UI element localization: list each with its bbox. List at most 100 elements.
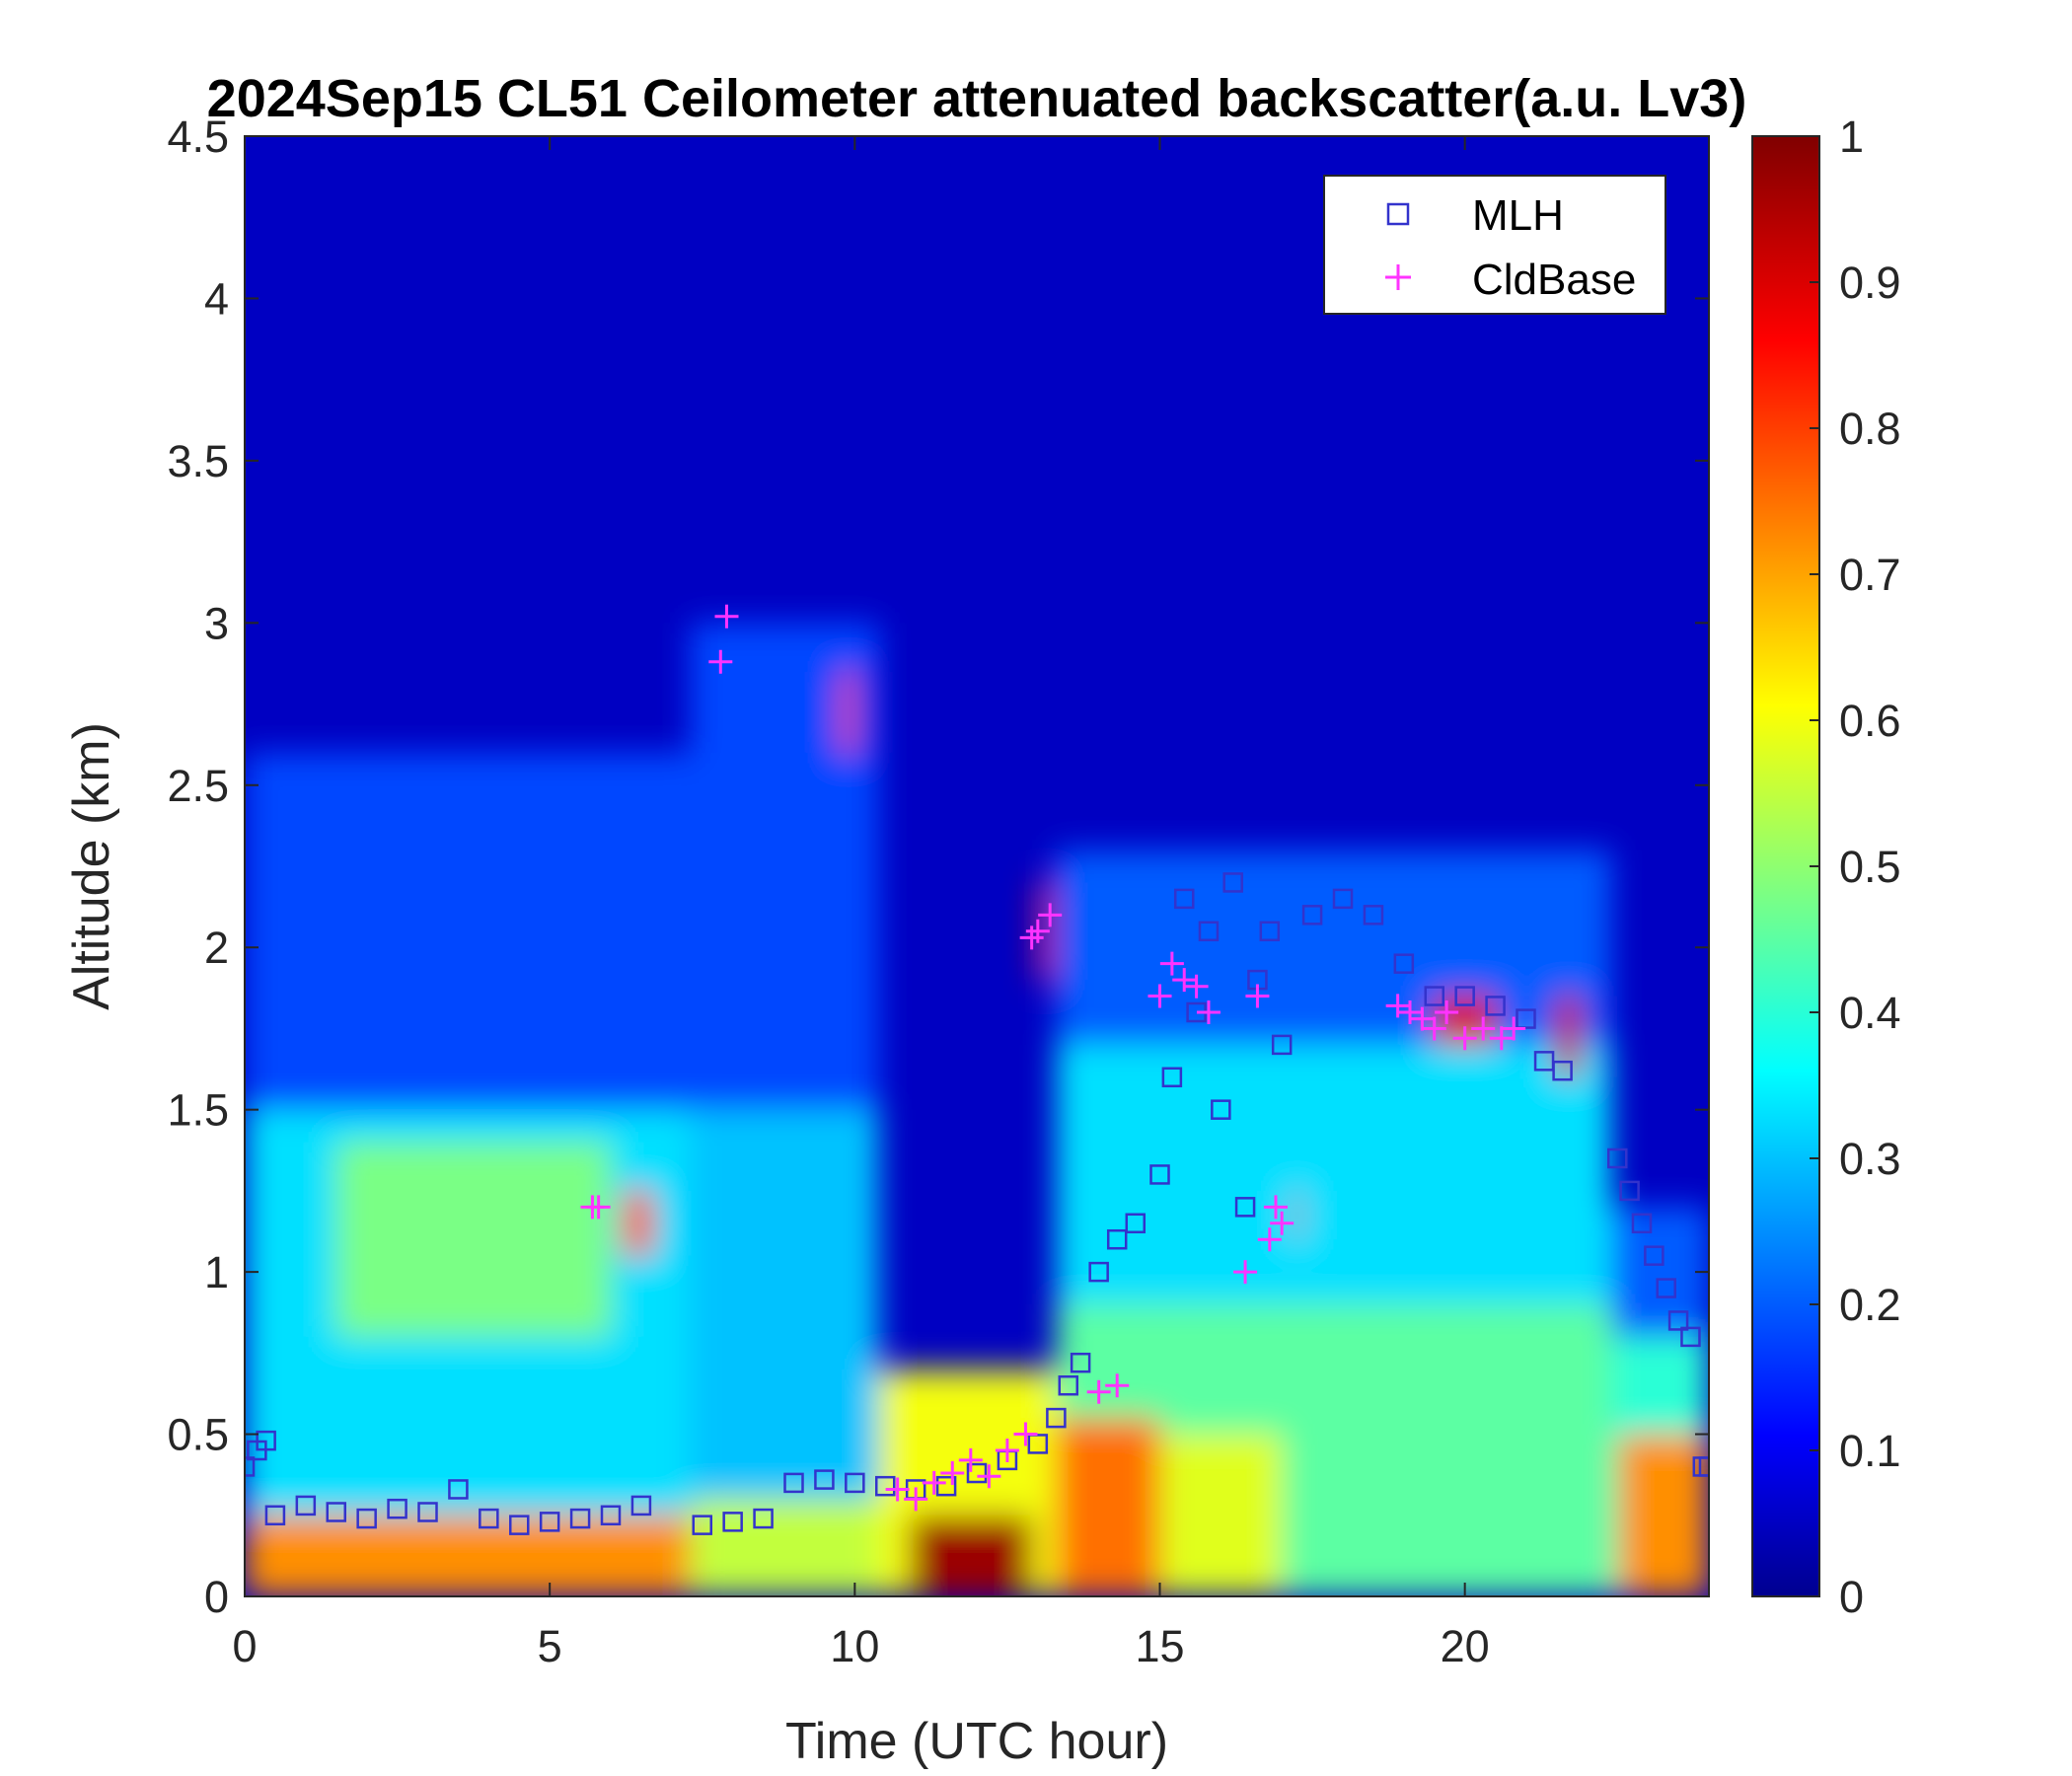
- mlh-marker: [1332, 888, 1354, 910]
- mlh-marker: [1424, 986, 1444, 1006]
- heatmap-cell: [1294, 1190, 1300, 1240]
- cldbase-marker: [1422, 1016, 1446, 1041]
- cldbase-marker: [958, 1447, 983, 1472]
- x-tick-label: 20: [1441, 1621, 1490, 1671]
- mlh-marker: [1125, 1213, 1147, 1234]
- mlh-marker: [1070, 1352, 1091, 1373]
- colorbar-tick-label: 0.6: [1839, 696, 1901, 746]
- mlh-marker: [935, 1475, 957, 1497]
- cldbase-marker: [1502, 1016, 1526, 1041]
- cldbase-marker: [977, 1464, 1001, 1489]
- cldbase-marker: [1105, 1373, 1130, 1398]
- mlh-marker: [1211, 1099, 1231, 1120]
- colorbar-gradient: [1751, 135, 1820, 1597]
- y-tick-label: 2: [204, 923, 229, 973]
- cldbase-marker: [1263, 1195, 1288, 1220]
- mlh-marker: [569, 1508, 591, 1529]
- mlh-marker: [1149, 1164, 1170, 1185]
- heatmap-cell: [1556, 996, 1582, 1077]
- legend: MLH CldBase: [1323, 175, 1666, 315]
- cldbase-marker: [1471, 1016, 1496, 1041]
- mlh-marker: [1552, 1060, 1573, 1081]
- mlh-marker: [1454, 986, 1475, 1006]
- colorbar-tick-label: 0.2: [1839, 1280, 1901, 1330]
- mlh-marker: [1619, 1180, 1640, 1202]
- mlh-marker: [1198, 921, 1220, 942]
- mlh-marker: [1106, 1228, 1128, 1250]
- mlh-marker: [1259, 921, 1281, 942]
- mlh-marker: [1393, 953, 1415, 974]
- heatmap-cell: [842, 671, 855, 753]
- cldbase-marker: [1025, 919, 1050, 943]
- mlh-marker: [753, 1508, 774, 1529]
- plot-frame: [244, 135, 1710, 1597]
- cldbase-marker: [1489, 1026, 1514, 1051]
- cldbase-marker: [1452, 1026, 1477, 1051]
- mlh-marker: [356, 1508, 377, 1529]
- cldbase-marker: [1013, 1422, 1038, 1446]
- heatmap-cell: [335, 1142, 611, 1337]
- colorbar-tick-label: 0.3: [1839, 1134, 1901, 1184]
- mlh-marker: [1516, 1008, 1536, 1029]
- mlh-marker: [1363, 905, 1384, 925]
- mlh-marker: [326, 1502, 346, 1522]
- mlh-marker: [1058, 1374, 1078, 1396]
- y-tick-label: 4: [204, 273, 229, 324]
- mlh-marker: [1644, 1245, 1665, 1266]
- chart-title: 2024Sep15 CL51 Ceilometer attenuated bac…: [207, 69, 1747, 128]
- cldbase-marker: [708, 649, 733, 674]
- cldbase-marker: [1410, 1006, 1435, 1031]
- mlh-marker: [630, 1495, 652, 1517]
- cldbase-marker: [1385, 994, 1410, 1018]
- colorbar: 0 0.1 0.2 0.3 0.4 0.5 0.6 0.7 0.8 0.9 1: [1751, 111, 1901, 1622]
- legend-cldbase-label: CldBase: [1472, 256, 1636, 304]
- mlh-marker: [1607, 1147, 1628, 1169]
- cldbase-markers: [580, 604, 1526, 1512]
- mlh-marker: [245, 1456, 256, 1477]
- mlh-marker: [1173, 888, 1195, 910]
- cldbase-marker: [1245, 984, 1270, 1008]
- mlh-marker: [1656, 1278, 1676, 1298]
- cldbase-marker: [1257, 1227, 1282, 1252]
- mlh-marker: [875, 1475, 896, 1497]
- mlh-marker: [1301, 905, 1323, 925]
- heatmap-cell: [245, 1515, 691, 1596]
- y-tick-label: 2.5: [167, 761, 229, 811]
- mlh-marker: [256, 1430, 276, 1451]
- mlh-marker: [295, 1495, 317, 1517]
- mlh-marker: [966, 1462, 988, 1484]
- cldbase-marker: [1270, 1211, 1295, 1235]
- cldbase-marker: [1159, 951, 1184, 976]
- colorbar-tick-label: 0.1: [1839, 1426, 1901, 1476]
- x-tick-label: 15: [1135, 1621, 1184, 1671]
- mlh-marker: [387, 1498, 407, 1519]
- cldbase-marker: [904, 1487, 928, 1512]
- heatmap-cell: [623, 1190, 654, 1256]
- mlh-marker: [264, 1505, 286, 1526]
- x-tick-label: 10: [830, 1621, 879, 1671]
- mlh-marker: [722, 1512, 743, 1532]
- mlh-marker: [600, 1505, 622, 1526]
- colorbar-tick-label: 0.4: [1839, 988, 1901, 1038]
- colorbar-ticks: 0 0.1 0.2 0.3 0.4 0.5 0.6 0.7 0.8 0.9 1: [1810, 111, 1901, 1622]
- x-axis-ticks: 0 5 10 15 20: [232, 136, 1490, 1671]
- colorbar-tick-label: 0.9: [1839, 258, 1901, 308]
- mlh-marker: [479, 1508, 499, 1529]
- mlh-marker: [1046, 1407, 1067, 1429]
- cldbase-marker: [1233, 1260, 1258, 1285]
- y-tick-label: 3.5: [167, 436, 229, 486]
- heatmap-cell: [909, 1515, 1032, 1596]
- cldbase-marker: [1147, 984, 1172, 1008]
- mlh-marker: [1161, 1067, 1183, 1088]
- y-axis-ticks: 0 0.5 1 1.5 2 2.5 3 3.5 4 4.5: [167, 111, 1709, 1622]
- mlh-marker: [509, 1515, 530, 1535]
- cldbase-marker: [1196, 1000, 1221, 1024]
- mlh-marker: [845, 1472, 865, 1494]
- heatmap-cell: [1056, 1418, 1160, 1596]
- cldbase-marker: [1184, 974, 1209, 999]
- cldbase-marker: [1435, 1000, 1459, 1024]
- y-tick-label: 3: [204, 598, 229, 648]
- legend-mlh-label: MLH: [1472, 191, 1564, 240]
- mlh-marker: [814, 1469, 835, 1490]
